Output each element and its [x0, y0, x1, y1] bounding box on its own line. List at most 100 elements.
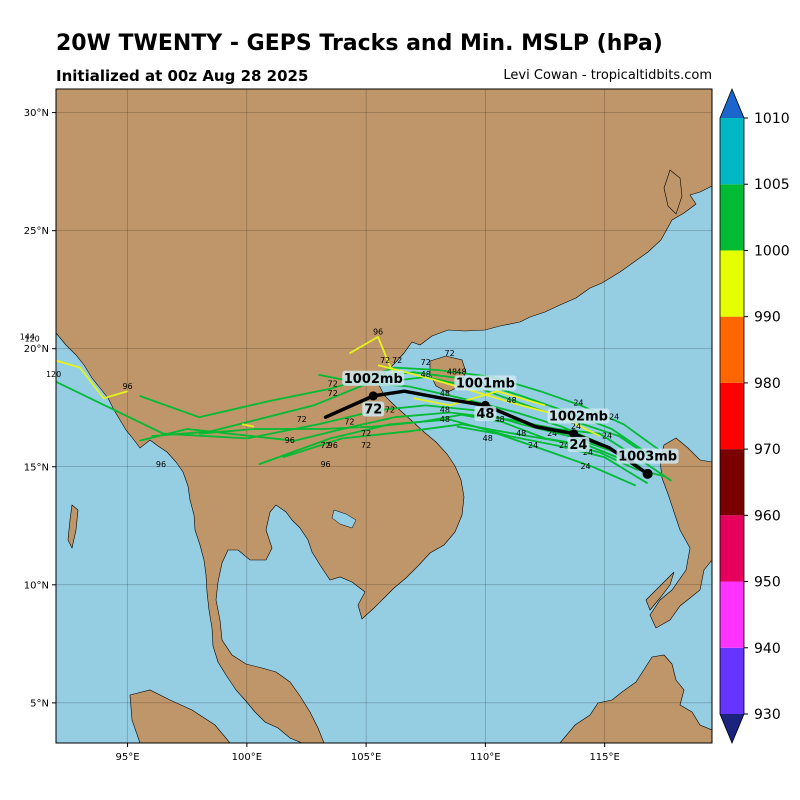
colorbar-bottom-extension — [720, 714, 744, 743]
mean-track-hour-label: 72 — [364, 402, 382, 417]
track-hour-label: 48 — [440, 389, 450, 398]
lat-tick-label: 15°N — [24, 462, 49, 473]
track-hour-label: 48 — [421, 370, 431, 379]
track-hour-label: 48 — [440, 415, 450, 424]
land-sumatra — [129, 689, 231, 743]
lat-tick-label: 10°N — [24, 580, 49, 591]
mean-track-hour-label: 24 — [569, 438, 587, 453]
lon-tick-label: 110°E — [470, 752, 500, 763]
track-hour-label: 72 — [380, 356, 390, 365]
track-hour-label: 48 — [447, 368, 457, 377]
track-hour-label: 48 — [440, 405, 450, 414]
lake-tonle-sap — [331, 509, 357, 529]
track-hour-label: 24 — [583, 448, 593, 457]
track-hour-label: 144 — [20, 332, 35, 341]
track-hour-label: 24 — [528, 441, 538, 450]
colorbar-segment — [720, 647, 744, 714]
mean-label-background — [454, 375, 517, 391]
member-track-labels: 2424242424242424242448484848484848484848… — [20, 328, 620, 472]
lat-tick-label: 20°N — [24, 344, 49, 355]
lon-tick-label: 115°E — [589, 752, 619, 763]
member-track-yellow — [413, 390, 546, 407]
mean-track-hour-label: 48 — [476, 407, 494, 422]
colorbar-segment — [720, 581, 744, 648]
colorbar-label: 950 — [754, 575, 781, 591]
lon-tick-label: 100°E — [232, 752, 262, 763]
init-time: Initialized at 00z Aug 28 2025 — [56, 67, 309, 85]
colorbar-label: 980 — [754, 376, 781, 392]
lon-tick-label: 105°E — [351, 752, 381, 763]
axis-ticks: 5°N 10°N 15°N 20°N 25°N 30°N 95°E 100°E 105°E 110… — [24, 108, 620, 763]
member-track-yellow — [56, 359, 128, 400]
track-hour-label: 72 — [361, 441, 371, 450]
mean-label-background — [362, 401, 385, 417]
mean-track-pressure-label: 1002mb — [344, 372, 403, 387]
member-track-green — [151, 376, 658, 463]
colorbar-segment — [720, 316, 744, 383]
mean-label-background — [474, 406, 497, 422]
mean-track-pressure-label: 1001mb — [456, 376, 515, 391]
track-hour-label: 72 — [297, 415, 307, 424]
mean-label-background — [342, 370, 405, 386]
colorbar-label: 970 — [754, 442, 781, 458]
track-hour-label: 48 — [516, 429, 526, 438]
track-hour-label: 24 — [571, 422, 581, 431]
credit-text: Levi Cowan - tropicaltidbits.com — [503, 68, 712, 83]
colorbar-label: 960 — [754, 508, 781, 524]
track-hour-label: 24 — [547, 429, 557, 438]
track-hour-label: 96 — [122, 382, 132, 391]
mean-label-background — [567, 436, 590, 452]
track-hour-label: 120 — [46, 370, 61, 379]
track-hour-label: 24 — [602, 431, 612, 440]
track-hour-label: 72 — [328, 379, 338, 388]
member-track-green — [199, 413, 629, 463]
track-hour-label: 72 — [361, 429, 371, 438]
member-track-green — [139, 411, 672, 482]
member-track-yellow — [241, 423, 255, 428]
mean-track-pressure-label: 1003mb — [618, 450, 677, 465]
colorbar-segment — [720, 515, 744, 582]
track-hour-label: 72 — [445, 349, 455, 358]
land-mainland-asia — [56, 89, 712, 743]
lat-tick-label: 25°N — [24, 226, 49, 237]
colorbar-segment — [720, 184, 744, 251]
track-hour-label: 24 — [609, 413, 619, 422]
track-hour-label: 48 — [495, 415, 505, 424]
colorbar-segment — [720, 250, 744, 317]
colorbar-label: 1000 — [754, 243, 790, 259]
track-hour-label: 96 — [285, 436, 295, 445]
land-taiwan — [663, 169, 683, 215]
track-hour-label: 72 — [385, 405, 395, 414]
colorbar-label: 1010 — [754, 111, 790, 127]
lat-tick-label: 5°N — [30, 698, 49, 709]
mean-track-day-point — [368, 391, 378, 401]
track-hour-label: 96 — [156, 460, 166, 469]
mean-label-background — [616, 448, 679, 464]
mean-track-pressure-label: 1002mb — [549, 410, 608, 425]
land-philippines — [649, 437, 712, 629]
mean-track-start-point — [642, 468, 653, 479]
land-layer — [56, 89, 712, 743]
track-hour-label: 72 — [320, 441, 330, 450]
track-hour-label: 24 — [580, 462, 590, 471]
track-hour-label: 48 — [507, 396, 517, 405]
lat-tick-label: 30°N — [24, 108, 49, 119]
mean-track-day-point — [569, 429, 579, 439]
map-frame — [55, 88, 713, 744]
chart-title: 20W TWENTY - GEPS Tracks and Min. MSLP (… — [56, 31, 663, 56]
track-hour-label: 96 — [320, 460, 330, 469]
colorbar-label: 990 — [754, 310, 781, 326]
colorbar-label: 940 — [754, 641, 781, 657]
track-hour-label: 72 — [421, 358, 431, 367]
track-hour-label: 72 — [328, 389, 338, 398]
colorbar-label: 1005 — [754, 177, 790, 193]
member-track-green — [456, 425, 637, 487]
mean-label-background — [547, 408, 610, 424]
land-andaman-islands — [67, 504, 79, 549]
track-hour-label: 96 — [328, 441, 338, 450]
colorbar-top-extension — [720, 89, 744, 118]
colorbar-label: 930 — [754, 707, 781, 723]
pressure-colorbar: 930 940 950 960 970 980 990 1000 1005 1010 — [719, 87, 790, 745]
